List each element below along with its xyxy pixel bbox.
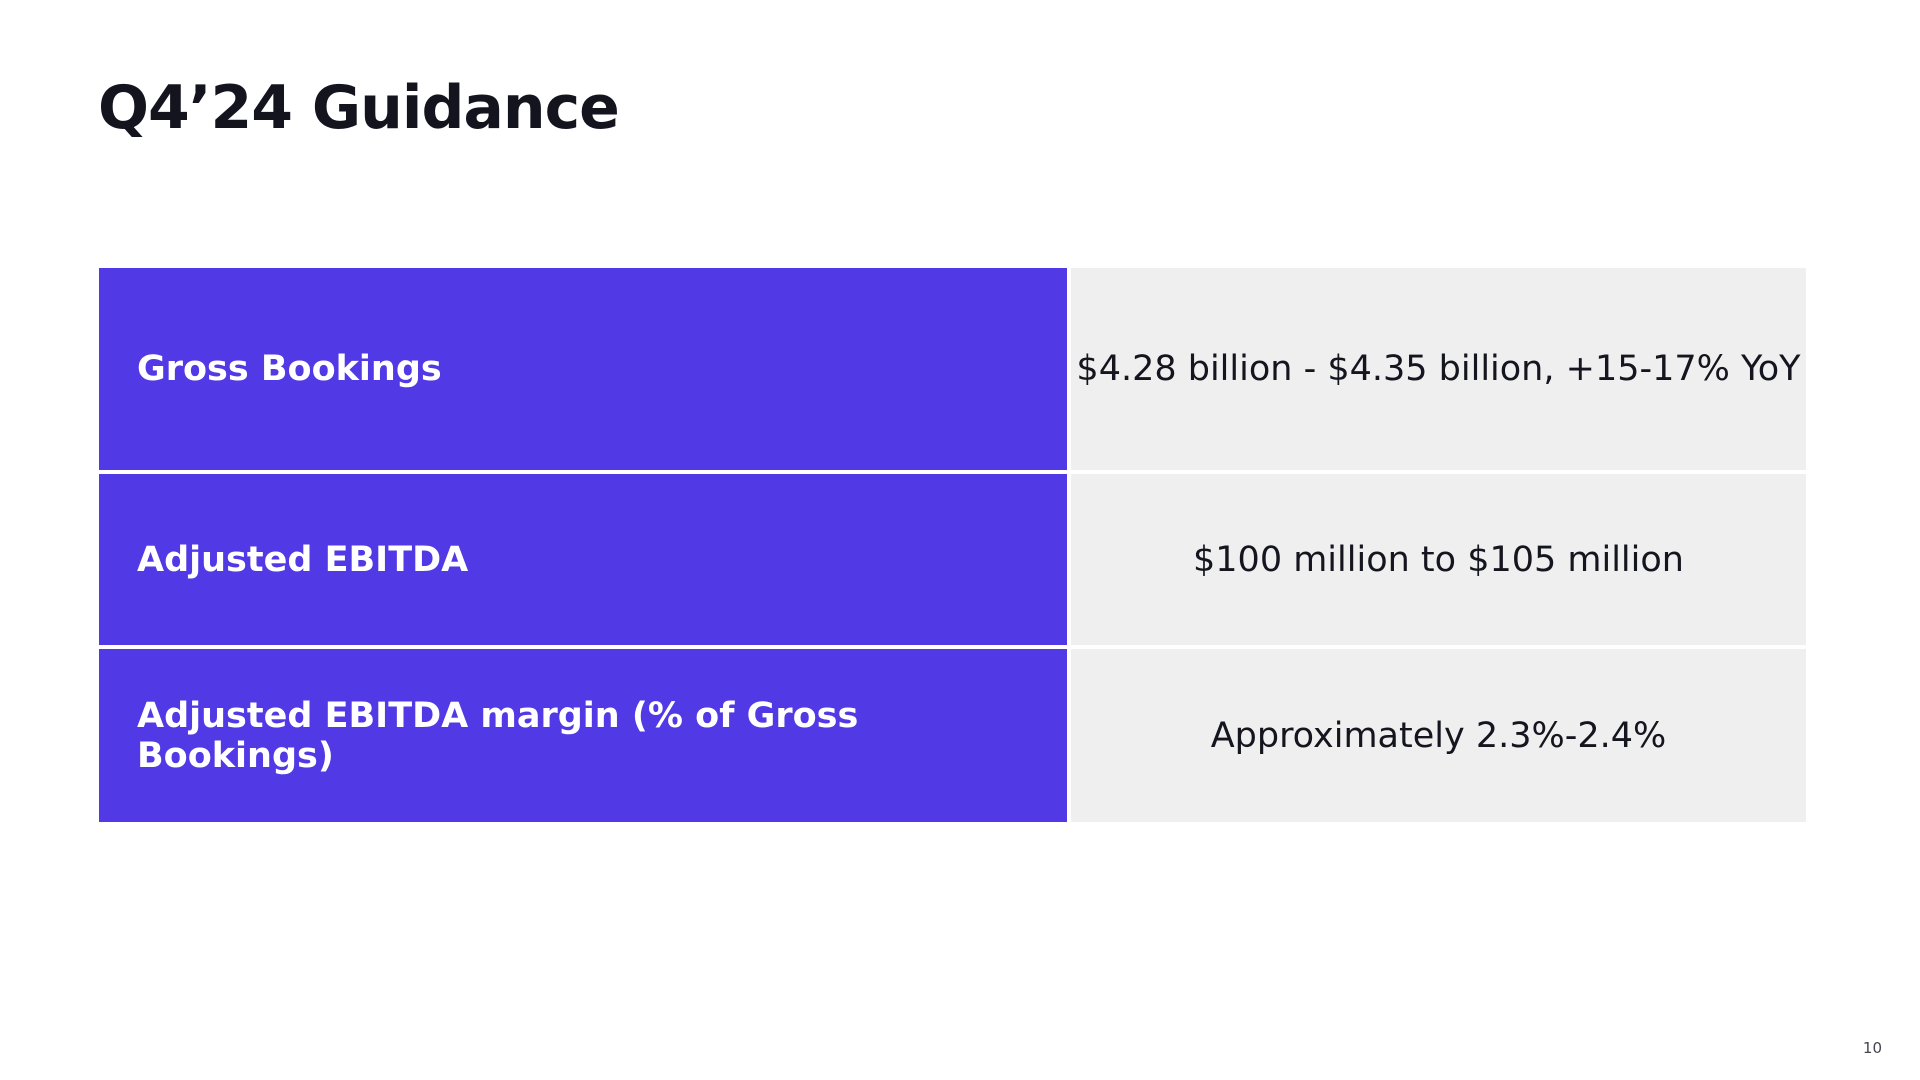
table-row: Gross Bookings $4.28 billion - $4.35 bil… [99, 268, 1806, 472]
table-row: Adjusted EBITDA margin (% of Gross Booki… [99, 645, 1806, 822]
metric-value-adjusted-ebitda-margin: Approximately 2.3%-2.4% [1069, 645, 1806, 822]
metric-label-gross-bookings: Gross Bookings [99, 268, 1071, 472]
metric-label-adjusted-ebitda: Adjusted EBITDA [99, 470, 1071, 647]
metric-label-adjusted-ebitda-margin: Adjusted EBITDA margin (% of Gross Booki… [99, 645, 1071, 822]
guidance-table: Gross Bookings $4.28 billion - $4.35 bil… [99, 268, 1806, 822]
metric-value-adjusted-ebitda: $100 million to $105 million [1069, 470, 1806, 647]
table-row: Adjusted EBITDA $100 million to $105 mil… [99, 470, 1806, 647]
page-title: Q4’24 Guidance [98, 73, 620, 143]
metric-value-gross-bookings: $4.28 billion - $4.35 billion, +15-17% Y… [1069, 268, 1806, 472]
page-number: 10 [1862, 1039, 1882, 1057]
